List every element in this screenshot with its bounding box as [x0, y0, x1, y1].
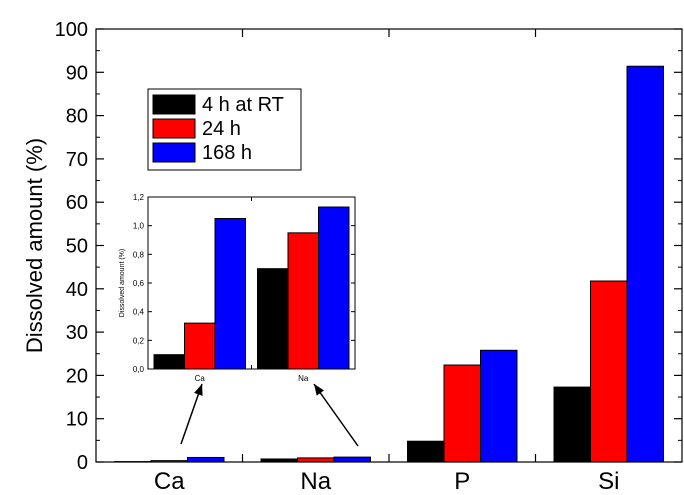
legend-label-2: 168 h	[202, 142, 252, 164]
bar-24-h-na	[297, 457, 335, 463]
inset-bar-24-h-na	[287, 232, 319, 370]
main-axes: 0 10 20 30 40 50 60 70 80 90 100 Ca Na P Si Dissolved a…	[22, 19, 683, 495]
arrow-na-head	[314, 384, 325, 396]
y-tick-label: 40	[66, 279, 88, 301]
inset-y-tick-label: 0,0	[133, 365, 145, 374]
bar-4-h-at-rt-si	[553, 386, 591, 463]
inset-y-tick-label: 0,6	[133, 279, 145, 288]
x-tick-label-na: Na	[300, 468, 331, 495]
bar-4-h-at-rt-p	[407, 440, 445, 463]
y-tick-label: 90	[66, 62, 88, 84]
y-axis-label: Dissolved amount (%)	[22, 138, 47, 353]
bar-24-h-si	[590, 280, 628, 463]
inset-y-tick-label: 0,2	[133, 336, 145, 345]
y-tick-label: 70	[66, 149, 88, 171]
bar-168-h-si	[626, 65, 664, 463]
x-tick-label-ca: Ca	[154, 468, 185, 495]
bar-24-h-p	[443, 364, 481, 463]
y-tick-label: 10	[66, 409, 88, 431]
y-tick-label: 20	[66, 365, 88, 387]
inset-bar-168-h-ca	[214, 218, 246, 370]
inset-x-tick-label-ca: Ca	[195, 374, 206, 383]
bar-168-h-p	[480, 349, 518, 463]
inset-x-tick-label-na: Na	[298, 374, 309, 383]
bar-168-h-ca	[187, 456, 225, 463]
inset-chart: 0,0 0,2 0,4 0,6 0,8 1,0 1,2 Ca Na Dissolved amoun…	[119, 193, 356, 383]
x-tick-label-p: P	[454, 468, 470, 495]
y-tick-label: 0	[77, 452, 88, 474]
inset-y-axis-label: Dissolved amount (%)	[119, 249, 126, 317]
legend-swatch-0	[152, 94, 196, 115]
inset-y-tick-label: 0,4	[133, 308, 145, 317]
inset-bar-4-h-at-rt-ca	[153, 354, 185, 370]
inset-y-tick-label: 0,8	[133, 250, 145, 259]
y-tick-label: 80	[66, 106, 88, 128]
arrow-ca-head	[194, 384, 203, 396]
bar-168-h-na	[333, 456, 371, 463]
inset-bar-24-h-ca	[184, 322, 216, 370]
x-tick-label-si: Si	[598, 468, 619, 495]
legend-swatch-1	[152, 118, 196, 139]
y-tick-label: 30	[66, 322, 88, 344]
inset-y-tick-label: 1,0	[133, 222, 145, 231]
inset-y-tick-label: 1,2	[133, 193, 145, 202]
inset-bar-4-h-at-rt-na	[257, 268, 289, 370]
y-tick-label: 50	[66, 236, 88, 258]
y-tick-label: 100	[55, 19, 88, 41]
inset-arrows	[180, 383, 359, 447]
legend-label-0: 4 h at RT	[202, 94, 284, 116]
y-tick-label: 60	[66, 192, 88, 214]
main-bars	[114, 65, 664, 463]
arrow-na	[313, 383, 359, 447]
legend-label-1: 24 h	[202, 118, 241, 140]
legend-swatch-2	[152, 142, 196, 163]
inset-bar-168-h-na	[318, 206, 350, 370]
